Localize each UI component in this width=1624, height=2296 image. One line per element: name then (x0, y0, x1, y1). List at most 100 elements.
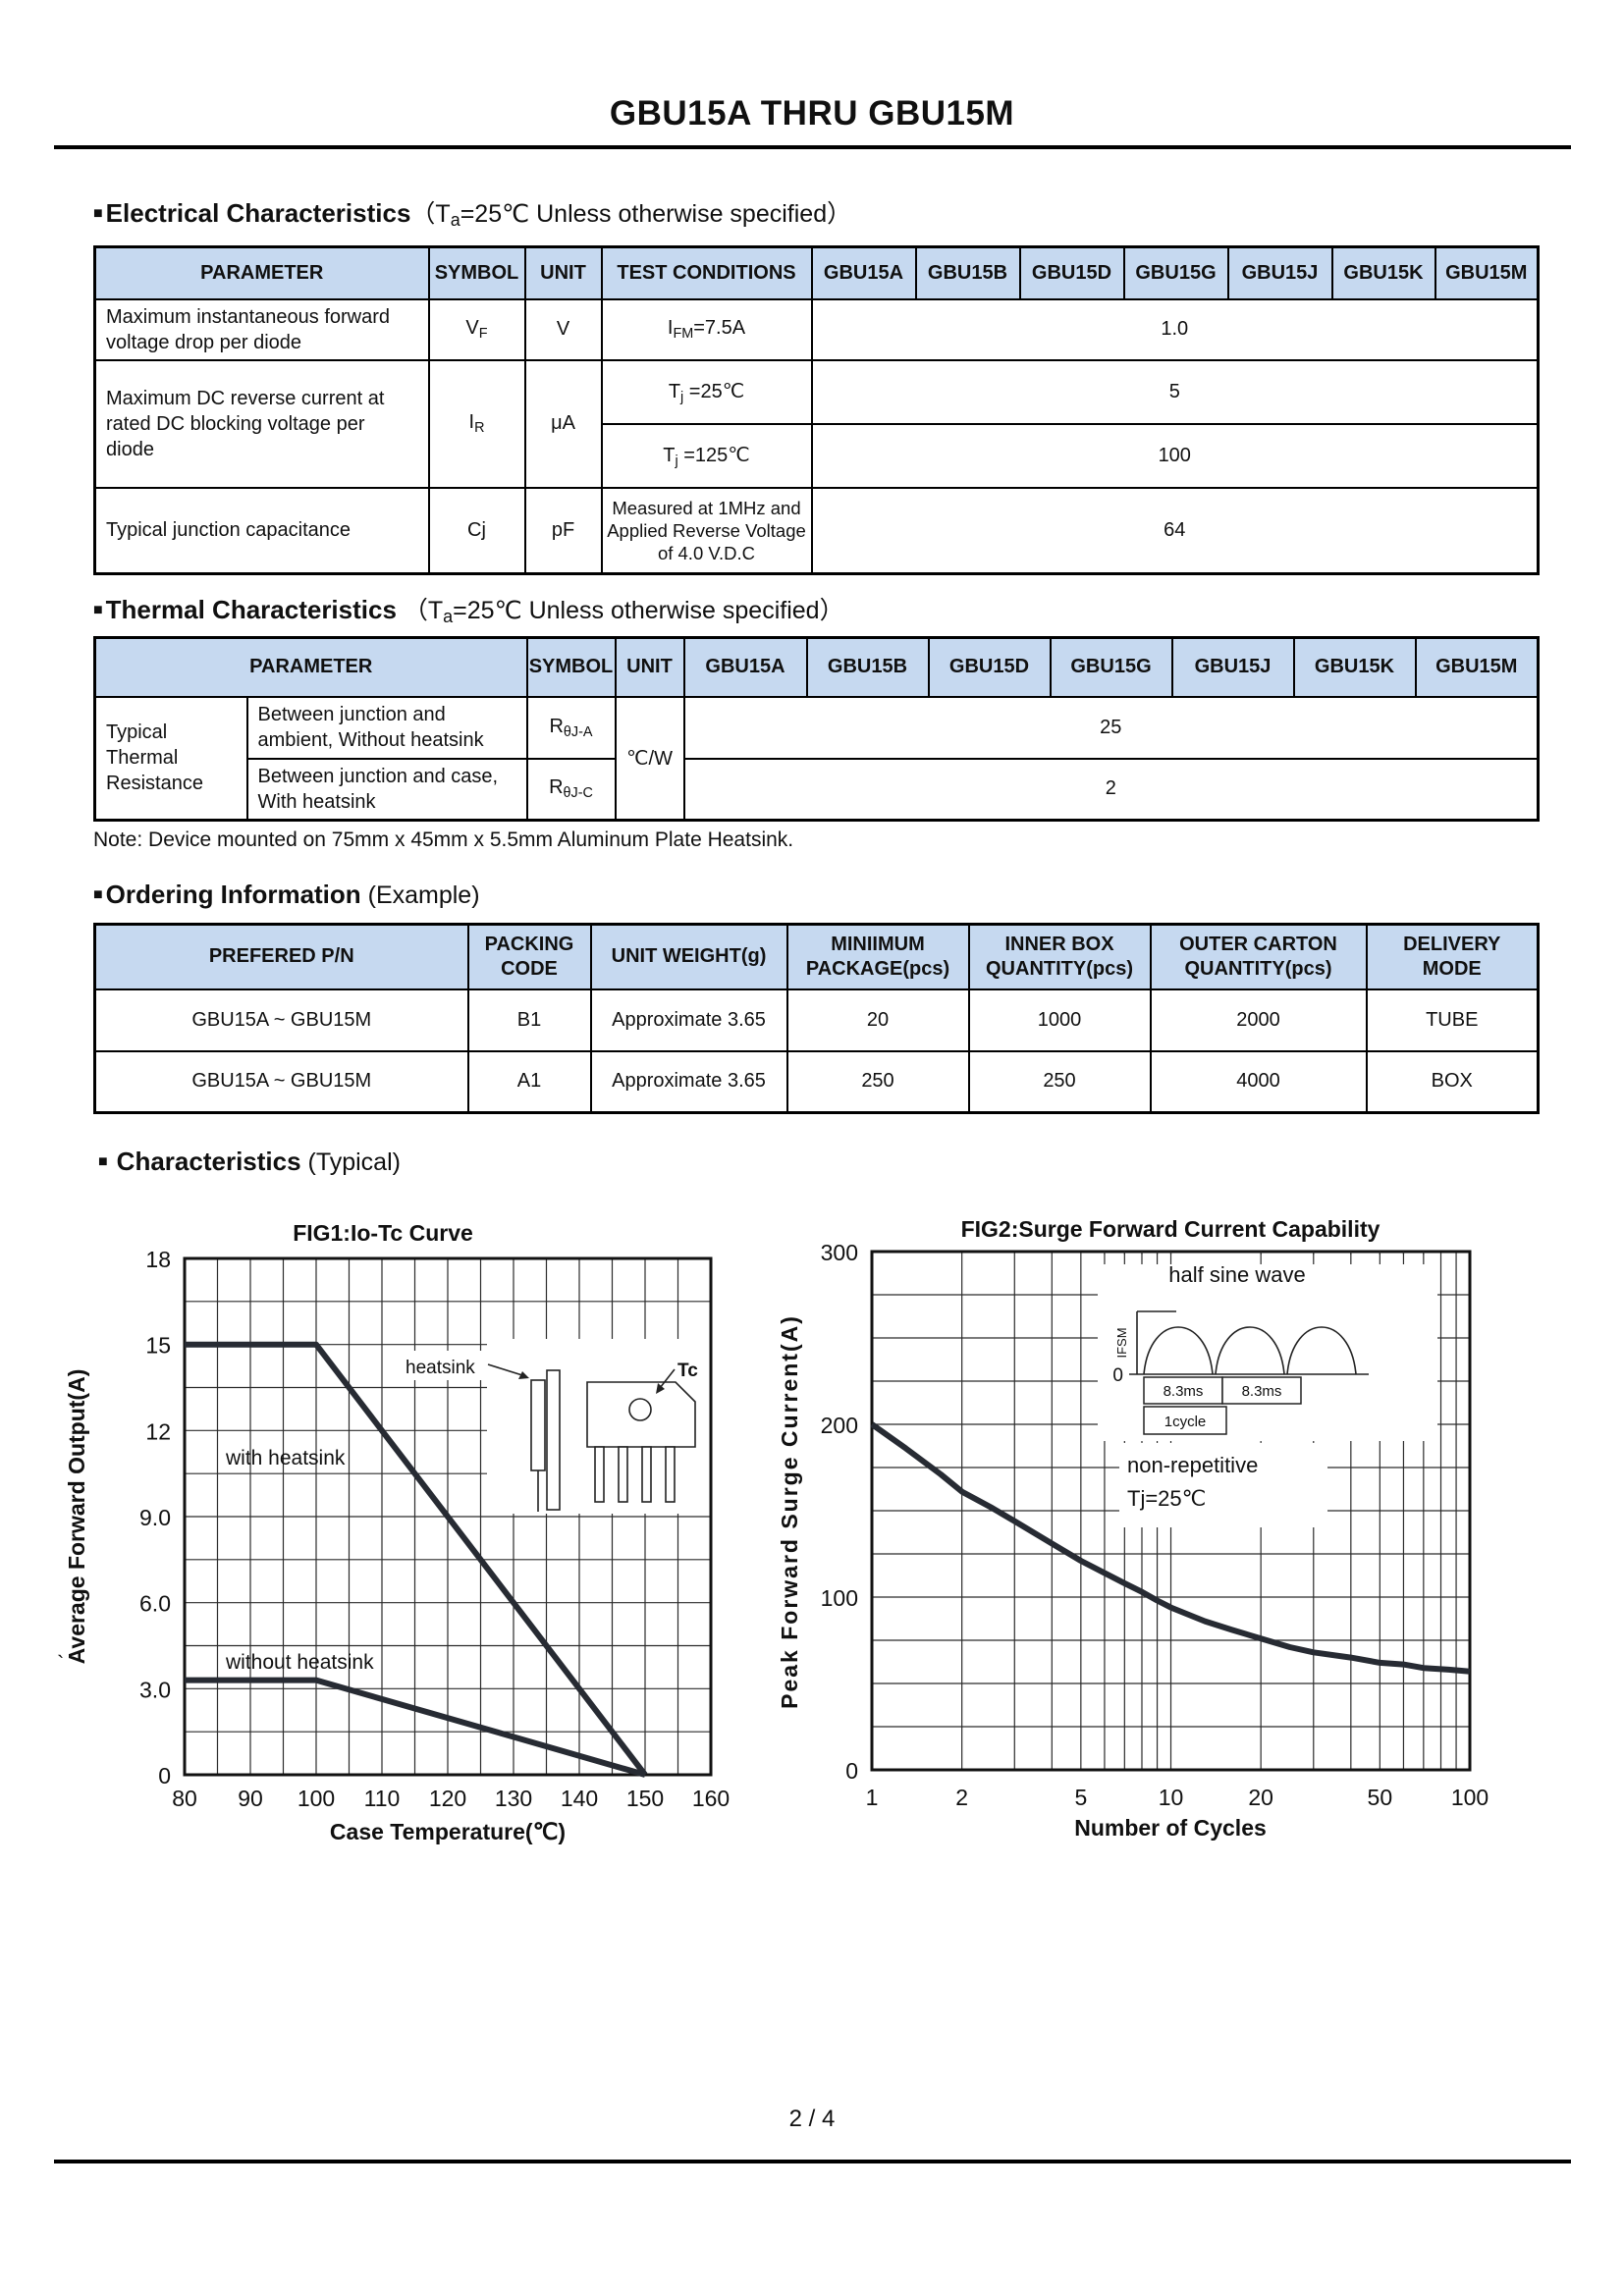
tj-label: Tj=25℃ (1127, 1486, 1206, 1511)
svg-text:130: 130 (495, 1786, 532, 1811)
svg-text:9.0: 9.0 (139, 1505, 171, 1530)
col-delivery-mode: DELIVERY MODE (1365, 923, 1540, 990)
electrical-condition: （Ta=25℃ Unless otherwise specified） (410, 200, 852, 230)
characteristics-heading: ■ Characteristics (Typical) (98, 1147, 401, 1177)
vf-parameter: Maximum instantaneous forward voltage dr… (93, 297, 430, 361)
sine-hump (1143, 1326, 1214, 1375)
fig1-plot: 80 90 100 110 120 130 140 150 160 18 15 12 9.0 6.0 3.0… (139, 1247, 730, 1811)
col-outer-carton: OUTER CARTON QUANTITY(pcs) (1149, 923, 1368, 990)
page-number: 2 / 4 (788, 2106, 836, 2132)
packing-cell: A1 (466, 1049, 592, 1114)
rthja-value: 25 (682, 695, 1540, 760)
ordering-header-row: PREFERED P/N PACKING CODE UNIT WEIGHT(g)… (93, 923, 1540, 990)
fig1-ylabel: Average Forward Output(A) (64, 1369, 89, 1665)
svg-text:15: 15 (145, 1333, 171, 1359)
ir-symbol: IR (427, 358, 526, 489)
svg-text:20: 20 (1248, 1785, 1273, 1810)
svg-text:1: 1 (866, 1785, 879, 1810)
ir-condition-25c: Tj =25℃ (600, 358, 813, 425)
thermal-table: PARAMETER SYMBOL UNIT GBU15A GBU15B GBU1… (93, 636, 1540, 822)
fig1-xlabel: Case Temperature(℃) (330, 1819, 566, 1844)
col-symbol: SYMBOL (427, 245, 526, 300)
delivery-cell: TUBE (1365, 988, 1540, 1052)
col-gbu15a: GBU15A (810, 245, 917, 300)
delivery-cell: BOX (1365, 1049, 1540, 1114)
col-parameter: PARAMETER (93, 636, 528, 698)
cj-parameter: Typical junction capacitance (93, 486, 430, 575)
table-row: Maximum DC reverse current at rated DC b… (93, 358, 1540, 489)
col-gbu15k: GBU15K (1292, 636, 1417, 698)
svg-text:300: 300 (821, 1240, 858, 1265)
rthja-desc: Between junction and ambient, Without he… (245, 695, 528, 760)
fig1-title: FIG1:Io-Tc Curve (293, 1220, 473, 1246)
arrow-icon (518, 1371, 529, 1379)
vf-condition: IFM=7.5A (600, 297, 813, 361)
svg-text:150: 150 (626, 1786, 664, 1811)
thermal-group-label: Typical Thermal Resistance (93, 695, 248, 822)
section-bullet-icon: ■ (93, 886, 103, 903)
svg-text:6.0: 6.0 (139, 1591, 171, 1617)
svg-text:120: 120 (429, 1786, 466, 1811)
col-test-conditions: TEST CONDITIONS (600, 245, 813, 300)
col-gbu15b: GBU15B (914, 245, 1021, 300)
svg-text:3.0: 3.0 (139, 1677, 171, 1702)
ir-value-25c: 5 (810, 358, 1540, 425)
table-row: Typical junction capacitance Cj pF Measu… (93, 486, 1540, 575)
characteristics-heading-suffix: (Typical) (300, 1148, 401, 1176)
svg-text:2: 2 (955, 1785, 968, 1810)
page-title: GBU15A THRU GBU15M (609, 94, 1015, 133)
col-minimum-package: MINIIMUM PACKAGE(pcs) (785, 923, 970, 990)
rthjc-symbol: RθJ-C (525, 757, 617, 822)
table-row: Between junction and case, With heatsink… (95, 757, 1540, 822)
thermal-unit: ℃/W (614, 695, 685, 822)
electrical-header-row: PARAMETER SYMBOL UNIT TEST CONDITIONS GB… (93, 245, 1540, 300)
section-bullet-icon: ■ (93, 205, 103, 222)
col-unit: UNIT (614, 636, 685, 698)
svg-text:18: 18 (145, 1247, 171, 1272)
thermal-heading-text: Thermal Characteristics (105, 595, 397, 624)
fig2-title: FIG2:Surge Forward Current Capability (961, 1217, 1380, 1242)
table-row: Maximum instantaneous forward voltage dr… (93, 297, 1540, 361)
electrical-heading-text: Electrical Characteristics (105, 198, 411, 228)
ordering-heading-text: Ordering Information (105, 880, 361, 909)
dim-8ms-label: 8.3ms (1164, 1383, 1204, 1400)
fig1-io-tc-curve: FIG1:Io-Tc Curve Average Forward Output(… (64, 1220, 730, 1844)
outer-carton-cell: 4000 (1149, 1049, 1368, 1114)
svg-text:80: 80 (172, 1786, 197, 1811)
rthjc-value: 2 (682, 757, 1540, 822)
footer-divider (54, 2160, 1571, 2163)
svg-text:160: 160 (692, 1786, 730, 1811)
table-row: GBU15A ~ GBU15M A1 Approximate 3.65 250 … (93, 1049, 1540, 1114)
thermal-condition: （Ta=25℃ Unless otherwise specified） (403, 597, 844, 626)
svg-text:0: 0 (158, 1763, 171, 1789)
ordering-heading-suffix: (Example) (360, 881, 480, 909)
col-gbu15m: GBU15M (1434, 245, 1540, 300)
ir-value-125c: 100 (810, 422, 1540, 489)
rthjc-desc: Between junction and case, With heatsink (245, 757, 528, 822)
cj-value: 64 (810, 486, 1540, 575)
one-cycle-label: 1cycle (1164, 1414, 1207, 1430)
stray-mark: ` (57, 1651, 65, 1676)
section-bullet-icon: ■ (93, 602, 103, 618)
cj-symbol: Cj (427, 486, 526, 575)
section-bullet-icon: ■ (98, 1153, 108, 1170)
table-row: Tj =125℃ 100 (95, 422, 1540, 489)
svg-text:10: 10 (1159, 1785, 1184, 1810)
table-row: GBU15A ~ GBU15M B1 Approximate 3.65 20 1… (93, 988, 1540, 1052)
vf-symbol: VF (427, 297, 526, 361)
min-package-cell: 250 (785, 1049, 970, 1114)
electrical-heading: ■ Electrical Characteristics（Ta=25℃ Unles… (93, 194, 851, 231)
thermal-heading: ■ Thermal Characteristics （Ta=25℃ Unless … (93, 591, 844, 627)
col-gbu15j: GBU15J (1170, 636, 1295, 698)
dim-8ms-label: 8.3ms (1242, 1383, 1282, 1400)
table-row: Typical Thermal Resistance Between junct… (93, 695, 1540, 822)
ir-condition-125c: Tj =125℃ (600, 422, 813, 489)
svg-text:140: 140 (561, 1786, 598, 1811)
col-unit: UNIT (523, 245, 603, 300)
inner-box-cell: 1000 (967, 988, 1152, 1052)
svg-text:90: 90 (238, 1786, 263, 1811)
outer-carton-cell: 2000 (1149, 988, 1368, 1052)
svg-text:12: 12 (145, 1418, 171, 1444)
cj-unit: pF (523, 486, 603, 575)
svg-text:5: 5 (1074, 1785, 1087, 1810)
